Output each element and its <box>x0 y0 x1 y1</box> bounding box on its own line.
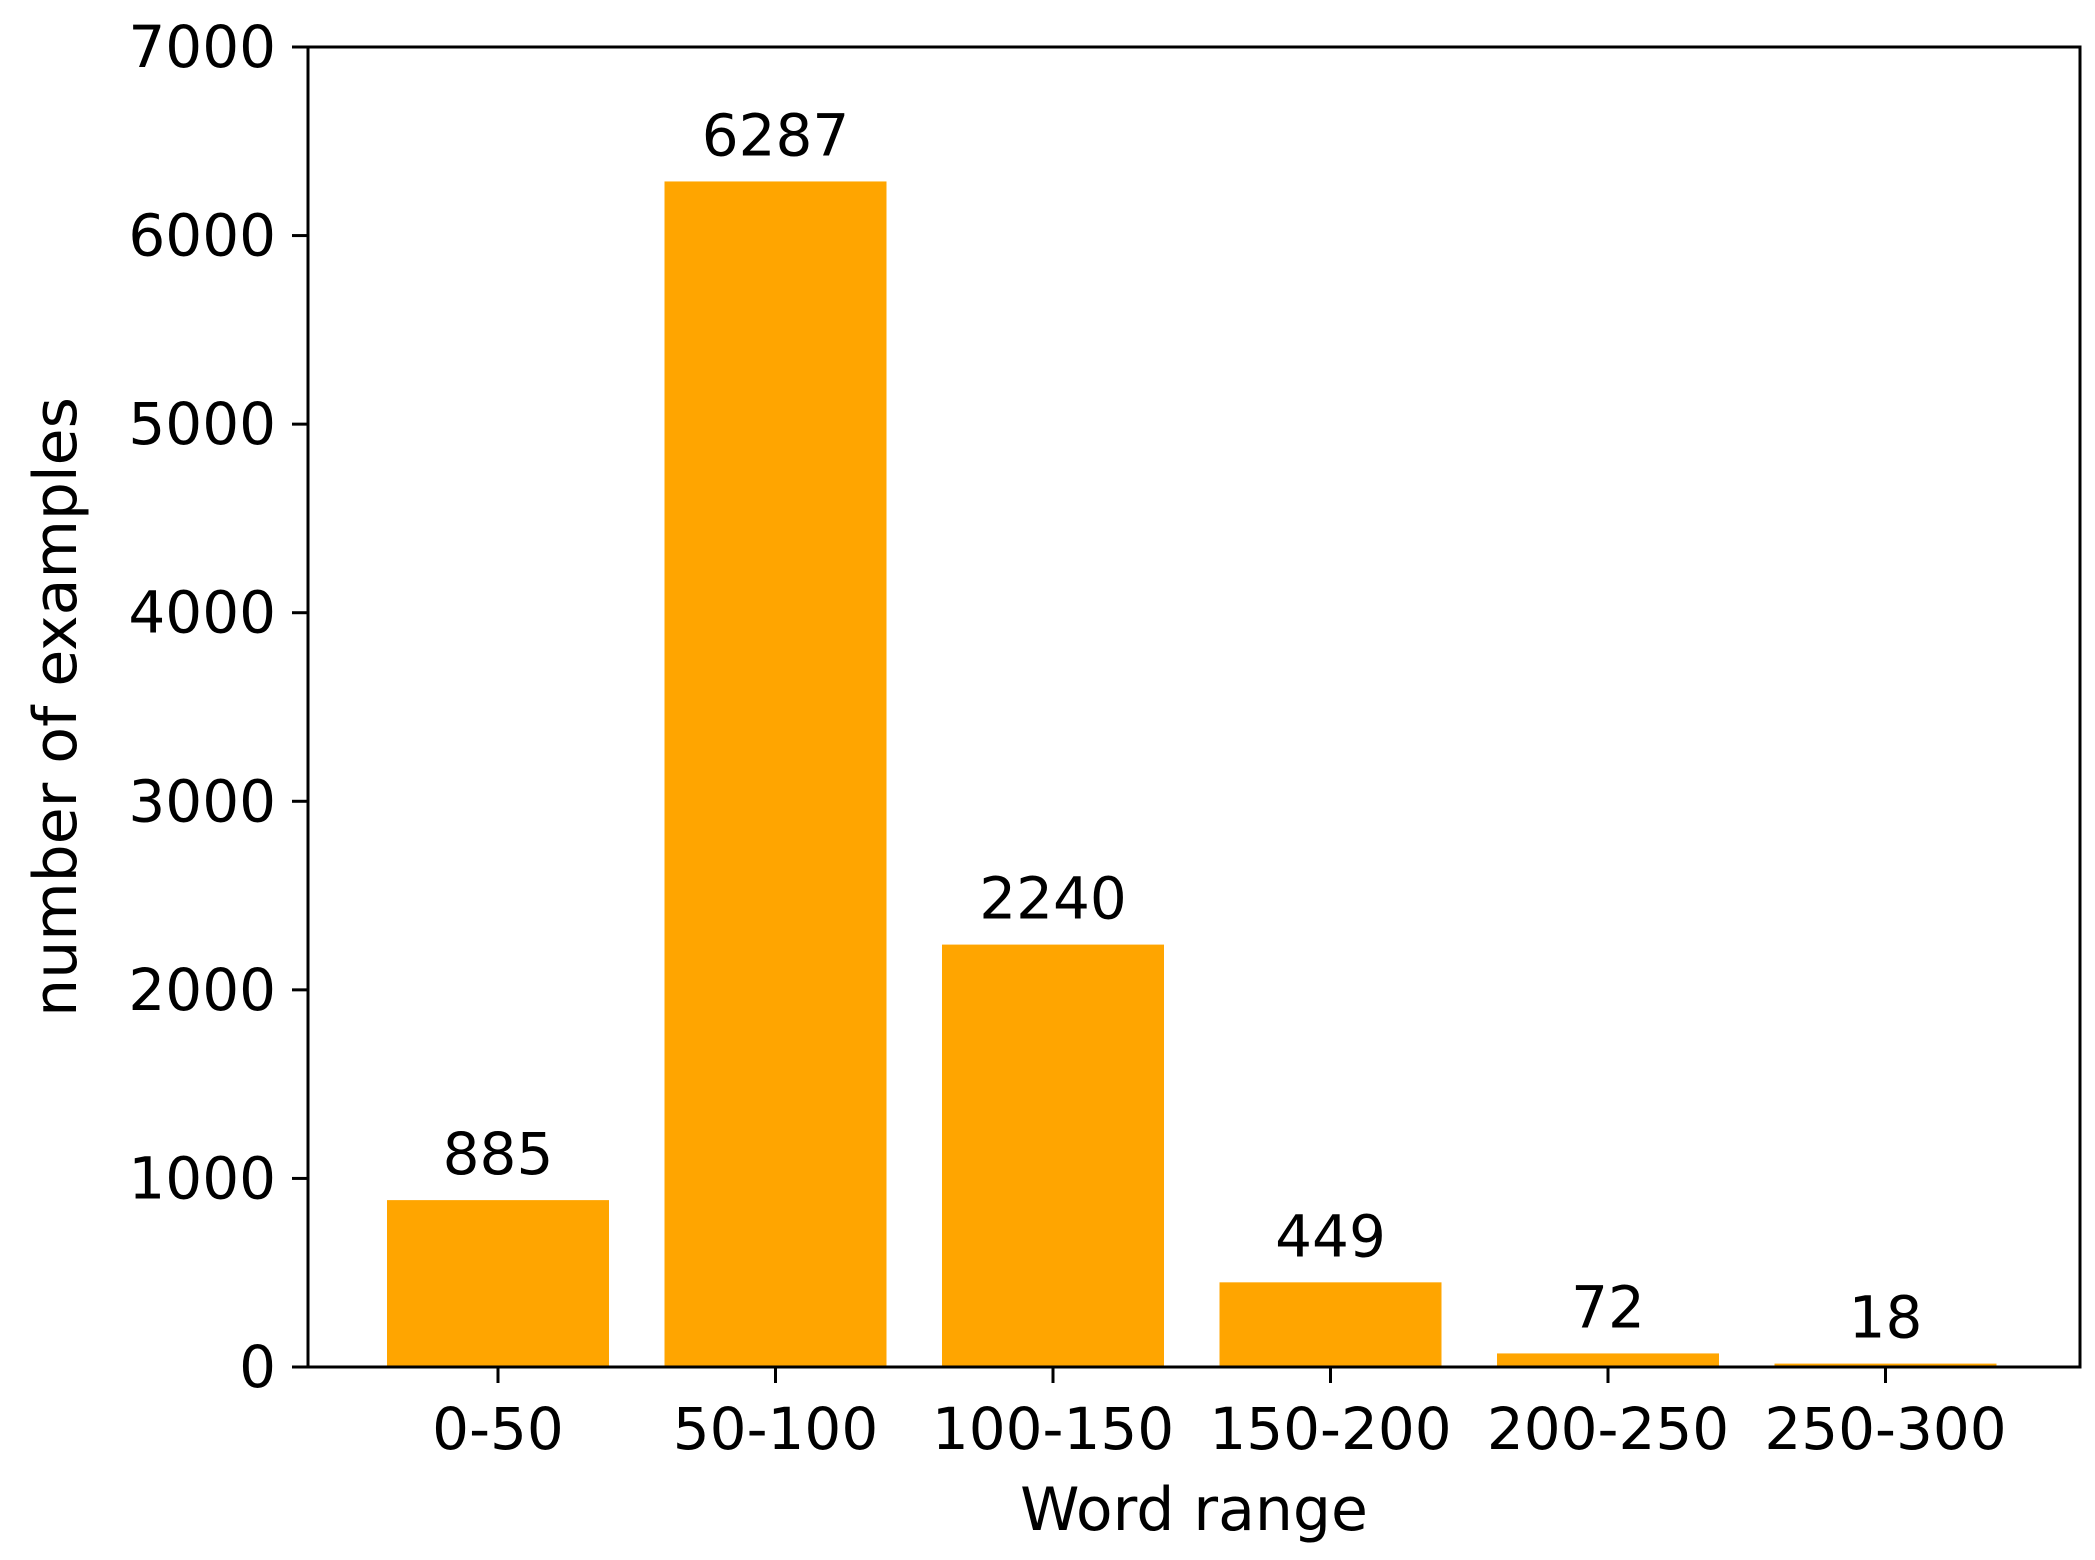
bars-group <box>387 181 1997 1368</box>
x-tick-label-0-50: 0-50 <box>432 1395 564 1463</box>
y-tick-label-0: 0 <box>239 1333 276 1401</box>
y-tick-label-1000: 1000 <box>128 1144 276 1212</box>
y-tick-label-6000: 6000 <box>128 202 276 270</box>
y-tick-label-3000: 3000 <box>128 767 276 835</box>
y-tick-label-2000: 2000 <box>128 956 276 1024</box>
data-labels-group: 885 6287 2240 449 72 18 <box>443 101 1923 1351</box>
plot-frame <box>306 45 2082 1369</box>
x-axis-label: Word range <box>1020 1475 1368 1545</box>
data-label-200-250: 72 <box>1571 1273 1645 1341</box>
bar-0-50 <box>387 1200 609 1367</box>
x-tick-label-100-150: 100-150 <box>932 1395 1174 1463</box>
data-label-0-50: 885 <box>443 1120 554 1188</box>
data-label-250-300: 18 <box>1849 1284 1923 1352</box>
data-label-50-100: 6287 <box>702 101 850 169</box>
x-tick-label-200-250: 200-250 <box>1487 1395 1729 1463</box>
bar-50-100 <box>664 181 887 1368</box>
x-axis: 0-50 50-100 100-150 150-200 200-250 250-300 <box>432 1367 2007 1463</box>
y-axis: 0 1000 2000 3000 4000 5000 6000 7000 <box>128 13 308 1401</box>
data-label-150-200: 449 <box>1275 1202 1386 1270</box>
x-tick-label-250-300: 250-300 <box>1764 1395 2006 1463</box>
y-tick-label-4000: 4000 <box>128 579 276 647</box>
bar-100-150 <box>942 944 1164 1367</box>
bar-150-200 <box>1219 1282 1442 1367</box>
y-tick-label-7000: 7000 <box>128 13 276 81</box>
x-tick-label-50-100: 50-100 <box>673 1395 878 1463</box>
y-axis-label: number of examples <box>21 397 91 1017</box>
x-tick-label-150-200: 150-200 <box>1209 1395 1451 1463</box>
bar-250-300 <box>1774 1363 1997 1367</box>
y-tick-label-5000: 5000 <box>128 390 276 458</box>
bar-200-250 <box>1497 1353 1719 1367</box>
data-label-100-150: 2240 <box>979 865 1127 933</box>
